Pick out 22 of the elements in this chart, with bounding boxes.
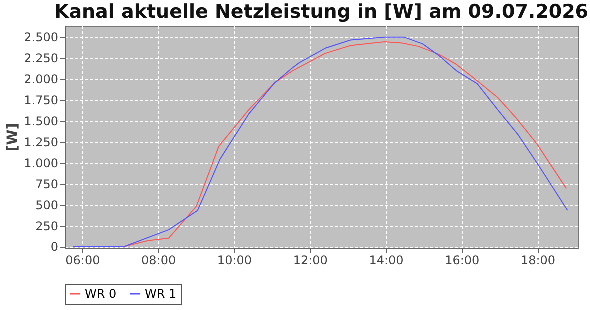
x-tick-label: 08:00	[142, 254, 176, 268]
x-tick-label: 16:00	[445, 254, 480, 268]
y-tick-label: 2.500	[24, 30, 58, 44]
x-tick-label: 12:00	[293, 254, 328, 268]
chart-title: Kanal aktuelle Netzleistung in [W] am 09.07.2026	[54, 1, 589, 23]
y-tick-label: 250	[36, 219, 58, 234]
x-tick-label: 06:00	[66, 254, 100, 268]
y-tick-label: 0	[50, 240, 58, 254]
y-tick-label: 750	[36, 177, 58, 192]
x-tick-label: 14:00	[369, 254, 404, 268]
y-tick-label: 1.500	[24, 114, 58, 128]
y-axis-title: [W]	[5, 123, 22, 152]
y-tick-label: 2.250	[24, 51, 58, 66]
y-tick-label: 2.000	[24, 72, 58, 86]
legend-label: WR 0	[85, 287, 117, 301]
y-tick-label: 1.250	[24, 135, 58, 150]
legend-label: WR 1	[145, 287, 177, 301]
x-tick-label: 10:00	[217, 254, 252, 268]
x-tick-label: 18:00	[520, 254, 556, 268]
y-tick-label: 500	[36, 198, 58, 212]
y-tick-label: 1.750	[24, 93, 58, 108]
y-tick-label: 1.000	[24, 156, 58, 170]
